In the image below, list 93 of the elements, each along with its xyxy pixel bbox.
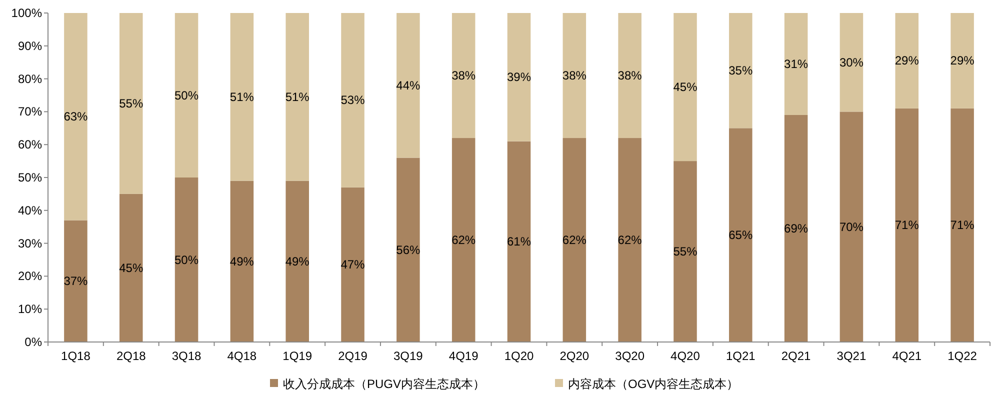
data-label: 50% bbox=[174, 88, 199, 102]
x-tick-label: 1Q20 bbox=[504, 349, 534, 363]
y-tick-label: 0% bbox=[24, 335, 42, 349]
y-tick-label: 80% bbox=[18, 72, 42, 86]
bar bbox=[507, 13, 531, 142]
x-tick-label: 3Q20 bbox=[615, 349, 645, 363]
x-tick-label: 4Q20 bbox=[670, 349, 700, 363]
data-label: 45% bbox=[673, 80, 698, 94]
data-label: 30% bbox=[839, 55, 864, 70]
bar bbox=[64, 13, 88, 220]
data-label: 55% bbox=[119, 96, 144, 110]
x-tick-label: 2Q18 bbox=[116, 349, 146, 363]
data-label: 38% bbox=[562, 68, 587, 83]
data-label: 49% bbox=[285, 254, 310, 268]
x-tick-label: 1Q18 bbox=[61, 349, 91, 363]
x-tick-label: 4Q18 bbox=[227, 349, 257, 363]
y-tick-label: 40% bbox=[18, 203, 42, 218]
bar bbox=[452, 138, 476, 342]
x-tick-label: 3Q18 bbox=[172, 349, 202, 363]
bar bbox=[840, 13, 864, 112]
x-tick-label: 3Q19 bbox=[393, 349, 424, 363]
bar bbox=[950, 13, 974, 108]
x-tick-label: 1Q21 bbox=[726, 349, 756, 363]
bar bbox=[174, 13, 198, 178]
x-tick-label: 1Q19 bbox=[282, 349, 312, 363]
data-label: 71% bbox=[950, 218, 975, 232]
y-tick-label: 20% bbox=[18, 269, 42, 284]
bar bbox=[174, 178, 198, 342]
x-tick-label: 4Q21 bbox=[892, 349, 922, 363]
bar bbox=[729, 13, 752, 128]
bar bbox=[507, 141, 531, 342]
data-label: 63% bbox=[64, 110, 88, 124]
data-label: 70% bbox=[839, 220, 864, 234]
bar bbox=[230, 13, 254, 181]
bar bbox=[950, 108, 974, 342]
data-label: 71% bbox=[894, 218, 920, 232]
data-label: 62% bbox=[618, 233, 642, 248]
bar bbox=[784, 13, 808, 115]
y-tick-label: 10% bbox=[18, 302, 42, 316]
bar bbox=[895, 108, 919, 342]
data-label: 53% bbox=[340, 93, 366, 108]
legend-label: 收入分成成本（PUGV内容生态成本） bbox=[283, 377, 486, 391]
y-tick-label: 30% bbox=[18, 236, 42, 250]
bar bbox=[562, 13, 586, 138]
bar bbox=[119, 13, 143, 194]
bar bbox=[674, 13, 697, 162]
y-tick-label: 60% bbox=[18, 138, 42, 152]
data-label: 38% bbox=[452, 68, 476, 83]
bar bbox=[230, 180, 254, 342]
y-tick-label: 50% bbox=[18, 170, 42, 184]
x-tick-label: 2Q21 bbox=[781, 349, 812, 363]
data-label: 55% bbox=[673, 244, 698, 259]
data-label: 37% bbox=[64, 274, 88, 288]
bar bbox=[895, 13, 919, 108]
bar bbox=[341, 187, 364, 342]
data-label: 62% bbox=[562, 233, 587, 248]
bar bbox=[618, 13, 642, 138]
x-tick-label: 4Q19 bbox=[448, 349, 479, 363]
bar bbox=[784, 114, 808, 342]
data-label: 29% bbox=[950, 54, 975, 68]
bar bbox=[341, 13, 364, 188]
y-tick-label: 100% bbox=[11, 6, 42, 20]
data-label: 56% bbox=[396, 242, 421, 257]
data-label: 29% bbox=[894, 54, 920, 68]
data-label: 31% bbox=[784, 56, 808, 71]
y-tick-label: 90% bbox=[18, 38, 42, 53]
bar bbox=[452, 13, 476, 138]
data-label: 51% bbox=[230, 90, 254, 104]
y-tick-label: 70% bbox=[18, 104, 42, 119]
x-tick-label: 2Q20 bbox=[560, 349, 590, 363]
bar bbox=[840, 112, 864, 342]
data-label: 35% bbox=[728, 64, 753, 78]
bar bbox=[396, 158, 420, 342]
bar bbox=[618, 138, 642, 342]
data-label: 65% bbox=[728, 228, 753, 242]
data-label: 38% bbox=[618, 68, 642, 83]
x-tick-label: 2Q19 bbox=[338, 349, 368, 363]
bar bbox=[396, 13, 420, 158]
bar bbox=[562, 138, 586, 342]
data-label: 62% bbox=[452, 233, 476, 248]
bar bbox=[286, 13, 309, 181]
x-tick-label: 1Q22 bbox=[948, 349, 978, 363]
data-label: 47% bbox=[340, 258, 366, 272]
bar bbox=[729, 128, 752, 342]
bar bbox=[674, 161, 697, 342]
bar bbox=[119, 194, 143, 342]
data-label: 44% bbox=[396, 78, 421, 92]
legend-label: 内容成本（OGV内容生态成本） bbox=[568, 377, 739, 391]
data-label: 51% bbox=[285, 90, 310, 104]
x-tick-label: 3Q21 bbox=[836, 349, 866, 363]
bar bbox=[286, 180, 309, 342]
bar bbox=[64, 220, 88, 342]
data-label: 39% bbox=[506, 70, 532, 84]
